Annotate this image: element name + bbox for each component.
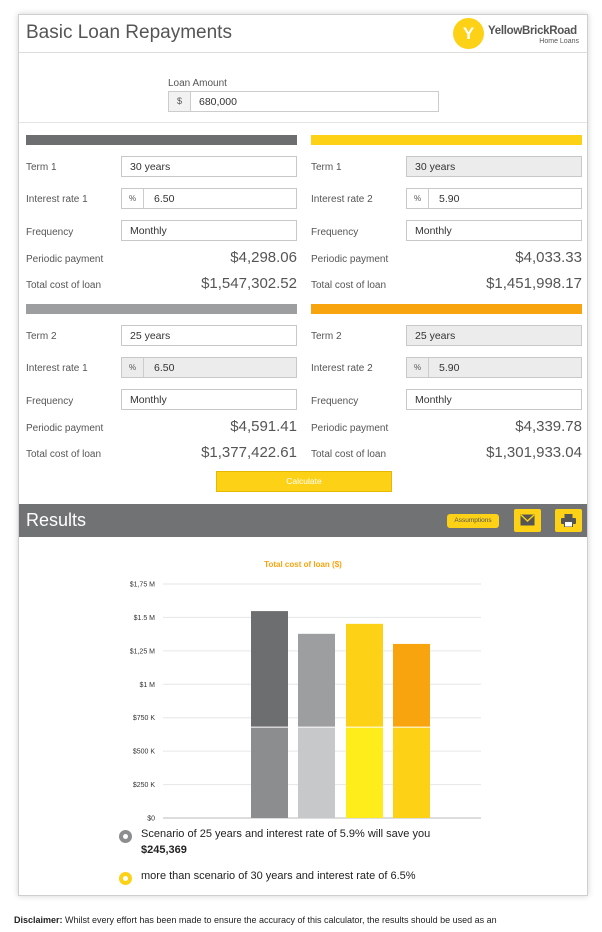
scenario-1: Term 1 30 years Interest rate 1 % 6.50 Fr…: [26, 135, 297, 300]
assumptions-button[interactable]: Assumptions: [447, 514, 499, 528]
legend-savings-amount: $245,369: [141, 844, 187, 856]
printer-icon: [561, 514, 576, 527]
bar-interest-1: [251, 611, 288, 728]
periodic-payment-value: $4,298.06: [230, 249, 297, 266]
total-cost-label: Total cost of loan: [26, 449, 102, 460]
frequency-select[interactable]: Monthly: [121, 220, 297, 241]
frequency-select[interactable]: Monthly: [121, 389, 297, 410]
frequency-label: Frequency: [26, 396, 74, 407]
brand-logo: Y YellowBrickRoad Home Loans: [453, 18, 581, 50]
y-tick-label: $500 K: [133, 749, 156, 756]
y-tick-label: $0: [147, 816, 155, 823]
y-tick-label: $1,75 M: [130, 582, 155, 589]
scenario-3-bar: [26, 304, 297, 314]
envelope-icon: [520, 514, 535, 526]
legend-grey-dot: [119, 830, 132, 843]
y-tick-label: $250 K: [133, 782, 156, 789]
y-tick-label: $1,25 M: [130, 648, 155, 655]
term-1-select[interactable]: 30 years: [121, 156, 297, 177]
total-cost-value: $1,301,933.04: [486, 444, 582, 461]
logo-subtitle: Home Loans: [539, 38, 579, 45]
frequency-label: Frequency: [311, 227, 359, 238]
bar-interest-2: [298, 633, 335, 728]
calculate-button[interactable]: Calculate: [216, 471, 392, 492]
total-cost-label: Total cost of loan: [26, 280, 102, 291]
y-tick-label: $1 M: [139, 682, 155, 689]
bar-principal-2: [298, 727, 335, 818]
periodic-payment-label: Periodic payment: [26, 254, 104, 265]
interest-rate-label: Interest rate 1: [26, 363, 88, 374]
periodic-payment-value: $4,033.33: [515, 249, 582, 266]
term-1-readonly: 30 years: [406, 156, 582, 177]
periodic-payment-value: $4,339.78: [515, 418, 582, 435]
frequency-select[interactable]: Monthly: [406, 389, 582, 410]
chart-title: Total cost of loan ($): [264, 560, 342, 569]
y-tick-label: $750 K: [133, 715, 156, 722]
scenario-4: Term 2 25 years Interest rate 2 % 5.90 Fr…: [311, 304, 582, 469]
y-tick-label: $1.5 M: [134, 615, 156, 622]
legend-savings-text: Scenario of 25 years and interest rate o…: [141, 828, 431, 840]
page-title: Basic Loan Repayments: [26, 22, 232, 43]
periodic-payment-value: $4,591.41: [230, 418, 297, 435]
total-cost-label: Total cost of loan: [311, 449, 387, 460]
frequency-select[interactable]: Monthly: [406, 220, 582, 241]
frequency-label: Frequency: [311, 396, 359, 407]
disclaimer: Disclaimer: Whilst every effort has been…: [14, 914, 594, 926]
periodic-payment-label: Periodic payment: [311, 423, 389, 434]
divider: [19, 122, 587, 123]
calculator-panel: Basic Loan Repayments Y YellowBrickRoad …: [18, 14, 588, 896]
scenario-1-bar: [26, 135, 297, 145]
scenario-4-bar: [311, 304, 582, 314]
total-cost-label: Total cost of loan: [311, 280, 387, 291]
interest-rate-1-input[interactable]: % 6.50: [121, 188, 297, 209]
interest-rate-label: Interest rate 2: [311, 363, 373, 374]
interest-rate-label: Interest rate 1: [26, 194, 88, 205]
periodic-payment-label: Periodic payment: [311, 254, 389, 265]
total-cost-value: $1,451,998.17: [486, 275, 582, 292]
frequency-label: Frequency: [26, 227, 74, 238]
bar-interest-4: [393, 643, 430, 728]
term-label: Term 1: [311, 162, 342, 173]
bar-principal-1: [251, 727, 288, 818]
logo-name: YellowBrickRoad: [488, 25, 577, 37]
disclaimer-text: Whilst every effort has been made to ens…: [65, 915, 497, 925]
term-label: Term 1: [26, 162, 57, 173]
scenario-2-bar: [311, 135, 582, 145]
dollar-prefix: $: [169, 92, 191, 111]
total-cost-chart: $0 $250 K $500 K $750 K $1 M $1,25 M $1.5 M $1,…: [130, 582, 481, 823]
header: Basic Loan Repayments Y YellowBrickRoad …: [19, 15, 587, 53]
term-2-readonly: 25 years: [406, 325, 582, 346]
interest-rate-2-input[interactable]: % 5.90: [406, 188, 582, 209]
interest-rate-2-readonly: % 5.90: [406, 357, 582, 378]
logo-y-icon: Y: [453, 18, 484, 49]
legend-comparison-text: more than scenario of 30 years and inter…: [141, 870, 416, 882]
legend-yellow-dot: [119, 872, 132, 885]
results-header: Results Assumptions: [19, 504, 587, 537]
bar-interest-3: [346, 623, 383, 728]
bar-principal-3: [346, 727, 383, 818]
periodic-payment-label: Periodic payment: [26, 423, 104, 434]
disclaimer-label: Disclaimer:: [14, 915, 63, 925]
bar-principal-4: [393, 727, 430, 818]
loan-amount-label: Loan Amount: [168, 78, 227, 89]
loan-amount-value: 680,000: [199, 96, 237, 108]
total-cost-value: $1,547,302.52: [201, 275, 297, 292]
total-cost-value: $1,377,422.61: [201, 444, 297, 461]
term-label: Term 2: [311, 331, 342, 342]
email-button[interactable]: [514, 509, 541, 532]
loan-amount-input[interactable]: $ 680,000: [168, 91, 439, 112]
term-label: Term 2: [26, 331, 57, 342]
results-title: Results: [26, 510, 87, 530]
print-button[interactable]: [555, 509, 582, 532]
interest-rate-1-readonly: % 6.50: [121, 357, 297, 378]
scenario-2: Term 1 30 years Interest rate 2 % 5.90 Fr…: [311, 135, 582, 300]
scenario-3: Term 2 25 years Interest rate 1 % 6.50 Fr…: [26, 304, 297, 469]
interest-rate-label: Interest rate 2: [311, 194, 373, 205]
term-2-select[interactable]: 25 years: [121, 325, 297, 346]
